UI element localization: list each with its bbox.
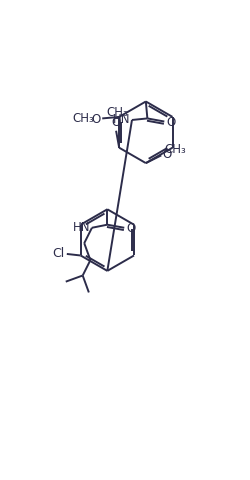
Text: O: O [112,116,121,129]
Text: O: O [163,148,172,161]
Text: HN: HN [73,221,90,234]
Text: O: O [166,116,176,129]
Text: CH₃: CH₃ [164,143,186,156]
Text: Cl: Cl [52,247,64,260]
Text: HN: HN [113,113,130,126]
Text: O: O [92,113,101,126]
Text: CH₃: CH₃ [106,106,128,119]
Text: CH₃: CH₃ [73,112,94,125]
Text: O: O [126,222,136,235]
